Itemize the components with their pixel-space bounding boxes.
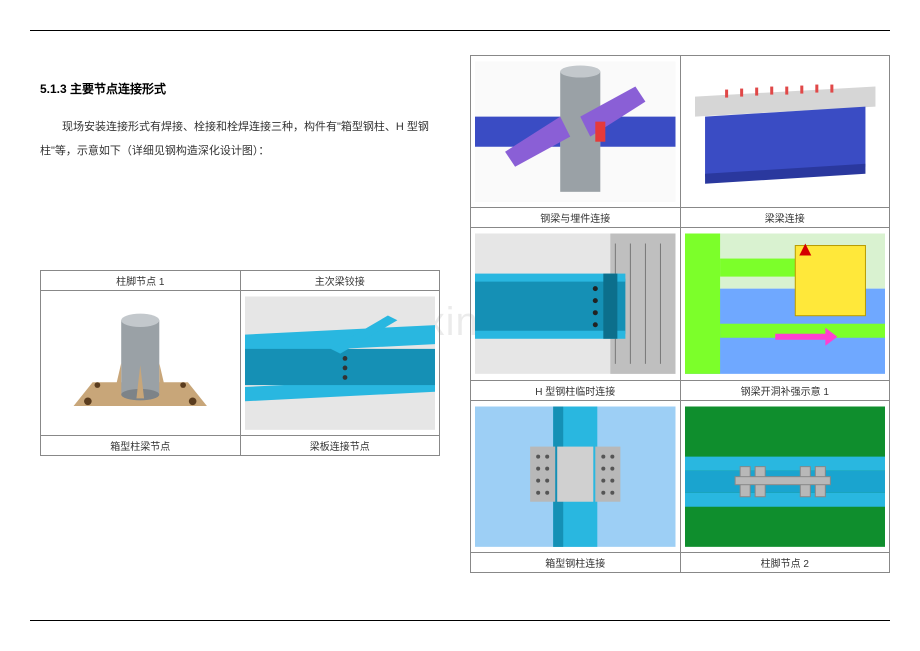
- r2c2-cap: 钢梁开洞补强示意 1: [680, 380, 890, 400]
- r3c1-img: [471, 400, 681, 552]
- r2c1-cap: H 型钢柱临时连接: [471, 380, 681, 400]
- left-hdr-3: 箱型柱梁节点: [41, 436, 241, 456]
- left-hdr-1: 柱脚节点 1: [41, 271, 241, 291]
- r1c2-cap: 梁梁连接: [680, 208, 890, 228]
- left-table-wrap: 柱脚节点 1 主次梁铰接: [40, 270, 440, 456]
- left-hdr-2: 主次梁铰接: [240, 271, 440, 291]
- thumb-col-base-2: [685, 405, 886, 548]
- r1c1-img: [471, 56, 681, 208]
- thumb-box-col: [475, 405, 676, 548]
- section-heading: 5.1.3 主要节点连接形式: [40, 80, 440, 97]
- thumb-beam-hinge: [245, 295, 436, 431]
- r1c2-img: [680, 56, 890, 208]
- right-table: 钢梁与埋件连接 梁梁连接: [470, 55, 890, 573]
- left-column: 5.1.3 主要节点连接形式 现场安装连接形式有焊接、栓接和栓焊连接三种，构件有…: [40, 80, 440, 163]
- thumb-beam-embed: [475, 60, 676, 203]
- bottom-rule: [30, 620, 890, 621]
- r2c2-img: [680, 228, 890, 380]
- top-rule: [30, 30, 890, 31]
- thumb-beam-beam: [685, 60, 886, 203]
- r3c2-img: [680, 400, 890, 552]
- r3c1-cap: 箱型钢柱连接: [471, 553, 681, 573]
- right-column: 钢梁与埋件连接 梁梁连接: [470, 55, 890, 573]
- left-img-1: [41, 291, 241, 436]
- left-hdr-4: 梁板连接节点: [240, 436, 440, 456]
- r3c2-cap: 柱脚节点 2: [680, 553, 890, 573]
- r2c1-img: [471, 228, 681, 380]
- left-img-2: [240, 291, 440, 436]
- thumb-opening: [685, 232, 886, 375]
- thumb-column-base: [45, 295, 236, 431]
- section-paragraph: 现场安装连接形式有焊接、栓接和栓焊连接三种，构件有"箱型钢柱、H 型钢柱"等，示…: [40, 115, 440, 163]
- section-title-text: 主要节点连接形式: [70, 82, 166, 96]
- r1c1-cap: 钢梁与埋件连接: [471, 208, 681, 228]
- section-number: 5.1.3: [40, 82, 67, 96]
- left-table: 柱脚节点 1 主次梁铰接: [40, 270, 440, 456]
- thumb-h-temp: [475, 232, 676, 375]
